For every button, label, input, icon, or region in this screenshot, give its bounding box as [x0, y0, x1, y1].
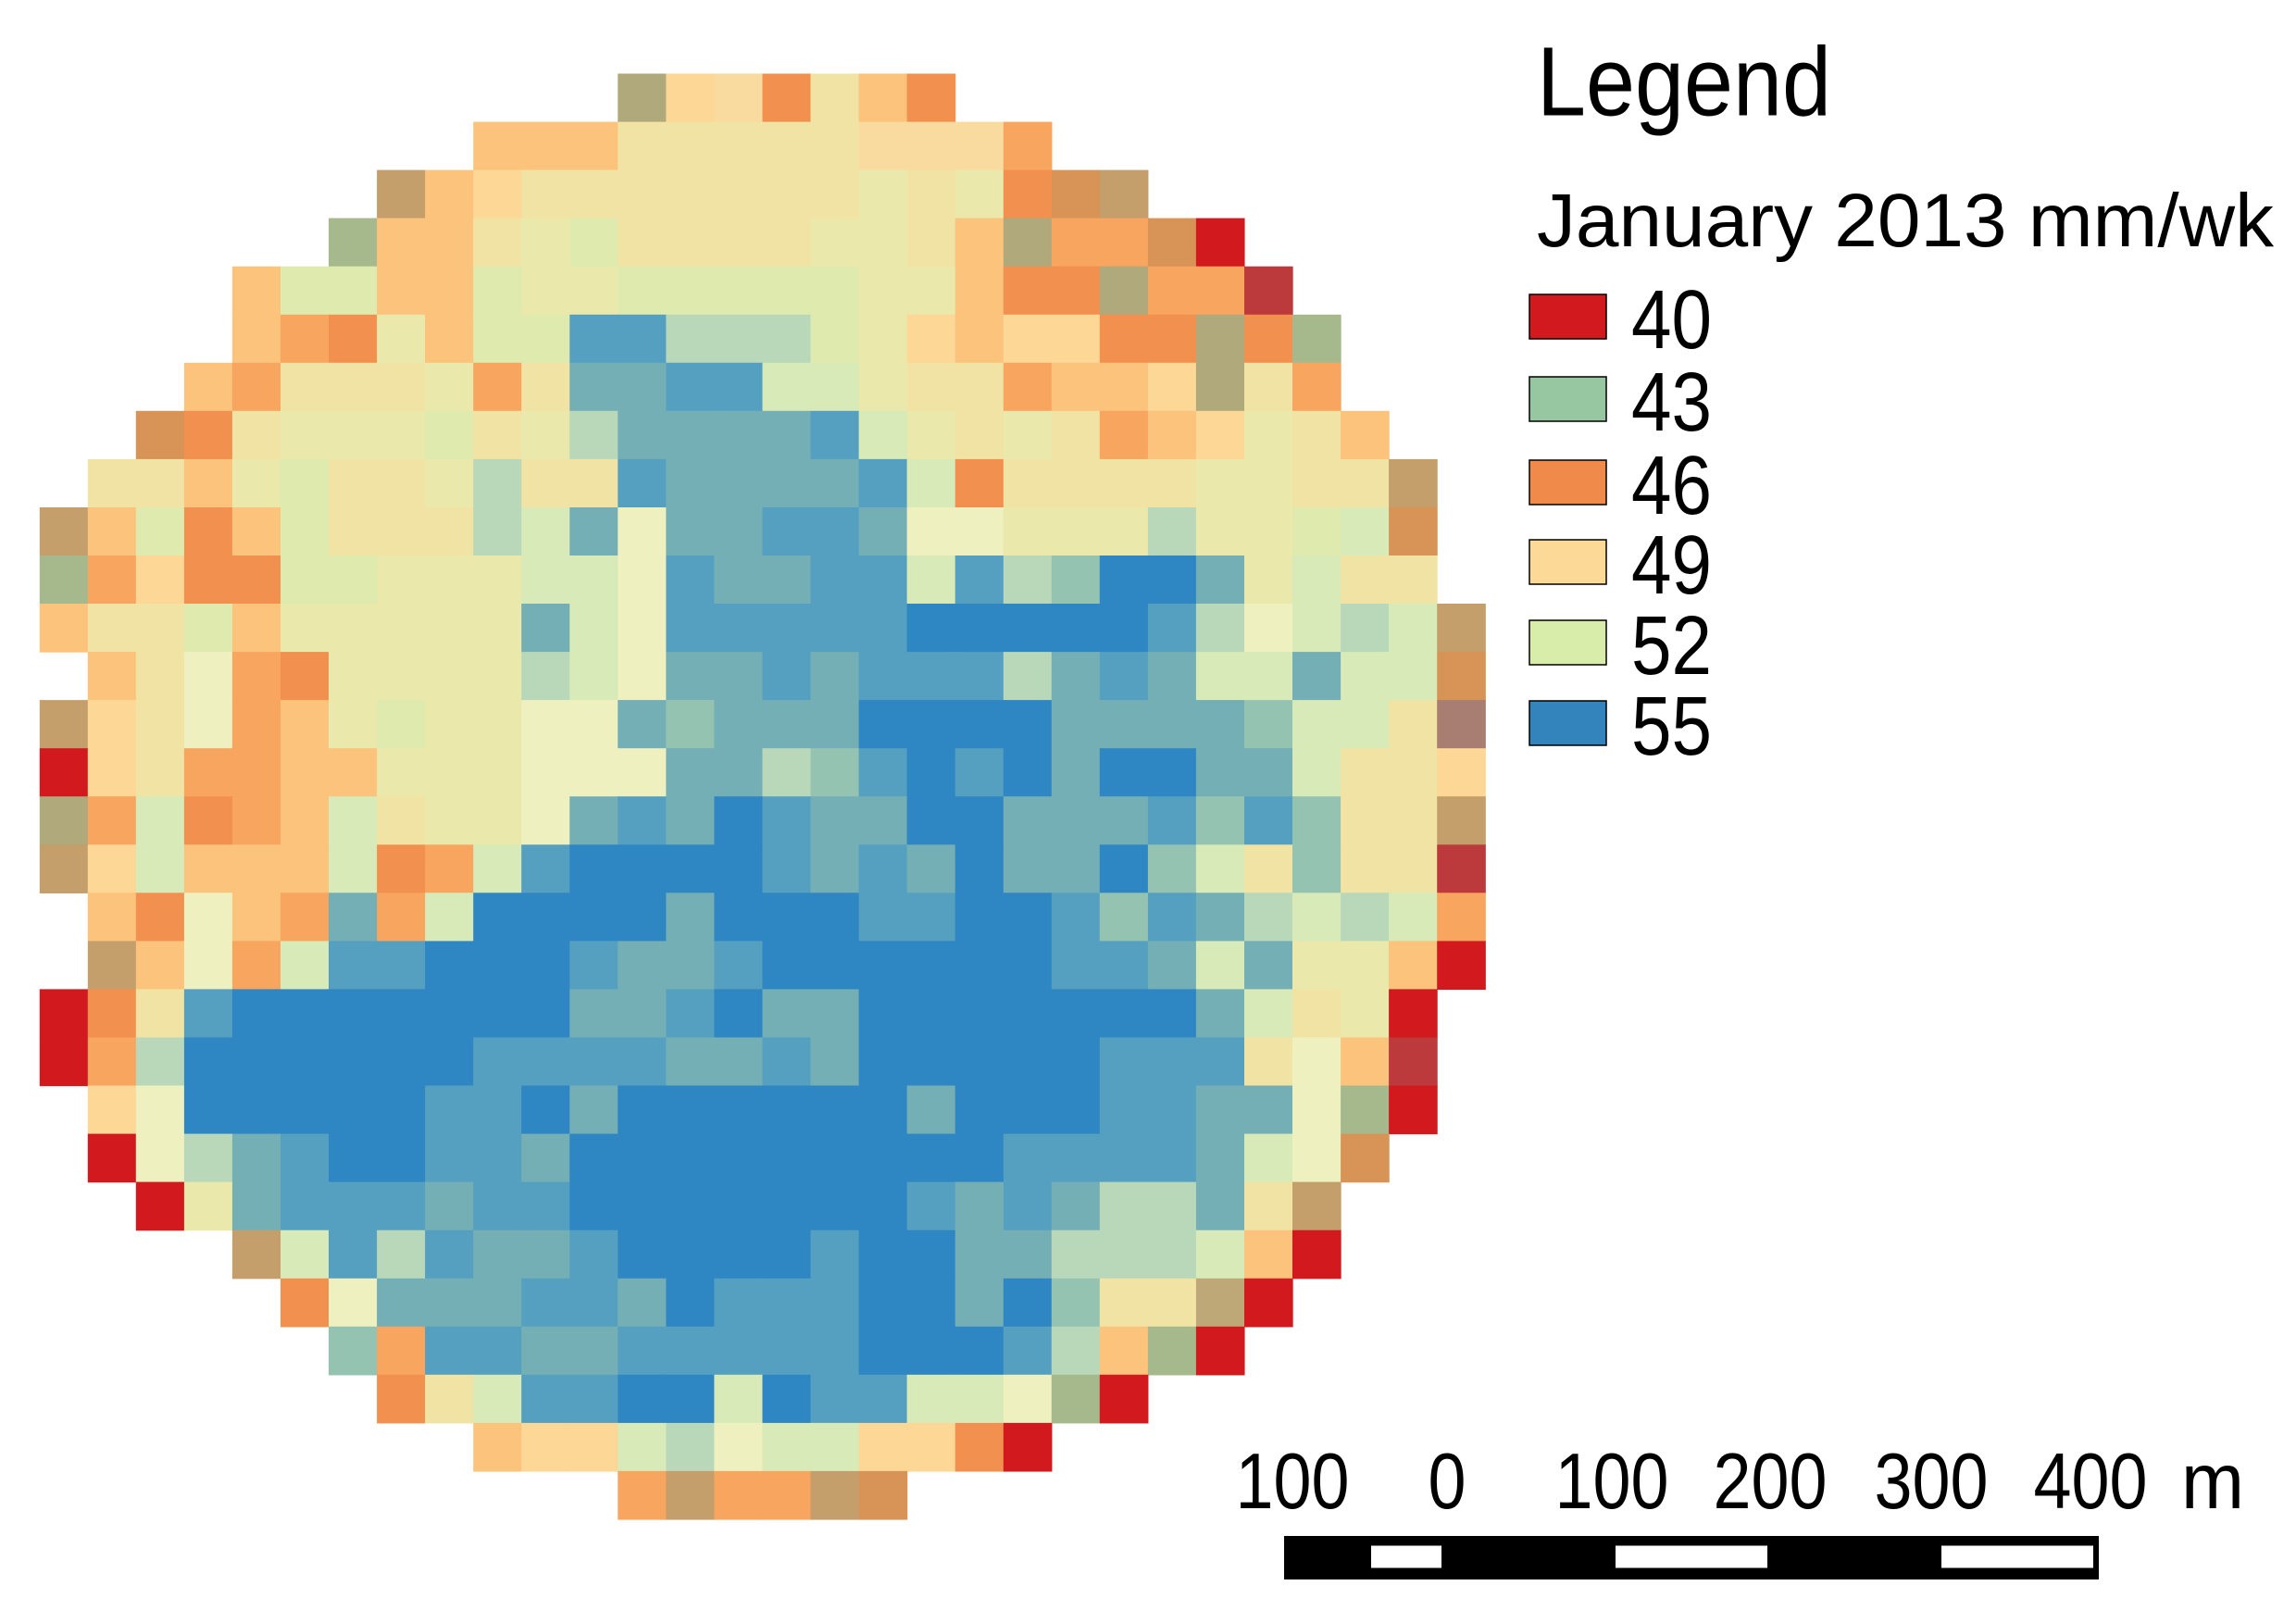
svg-text:52: 52 [1631, 600, 1712, 693]
svg-text:46: 46 [1631, 440, 1712, 532]
svg-text:49: 49 [1631, 519, 1712, 612]
svg-text:40: 40 [1631, 274, 1712, 367]
svg-text:55: 55 [1631, 680, 1712, 773]
svg-text:43: 43 [1631, 356, 1712, 449]
svg-text:Legend: Legend [1537, 28, 1831, 137]
svg-text:0: 0 [1429, 1438, 1466, 1526]
svg-text:January 2013 mm/wk: January 2013 mm/wk [1537, 179, 2275, 263]
svg-text:100: 100 [1555, 1438, 1669, 1526]
svg-text:200: 200 [1714, 1438, 1828, 1526]
svg-text:300: 300 [1875, 1438, 1989, 1526]
svg-text:400: 400 [2034, 1438, 2148, 1526]
svg-text:m: m [2181, 1438, 2244, 1526]
svg-text:100: 100 [1236, 1438, 1350, 1526]
